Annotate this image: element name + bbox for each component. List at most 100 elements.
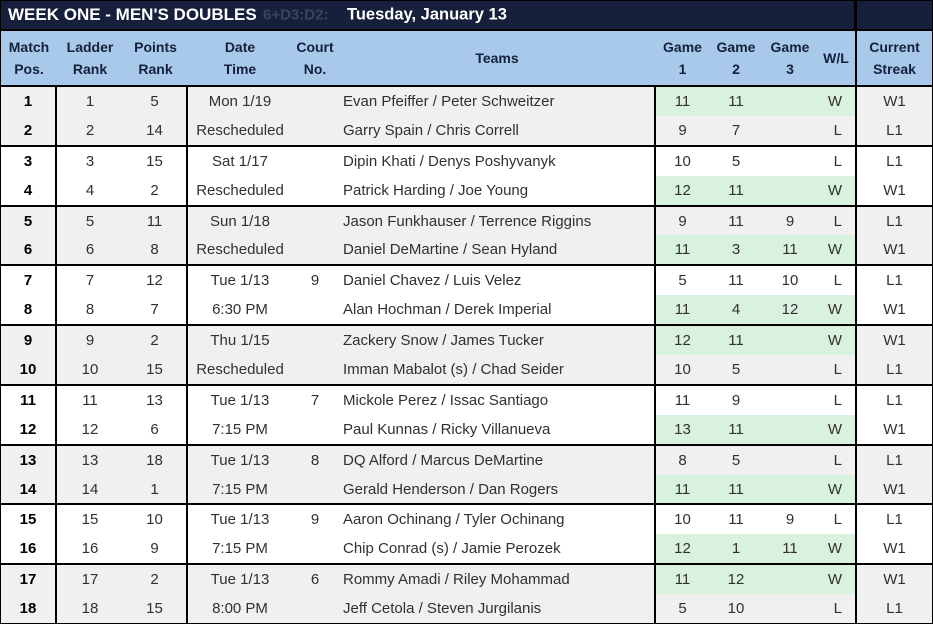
court-no-cell[interactable]: 7: [310, 391, 320, 409]
win-loss-cell[interactable]: W: [817, 474, 857, 504]
game3-score-cell[interactable]: [763, 386, 817, 415]
game1-score-cell[interactable]: 10: [674, 511, 691, 529]
teams-cell[interactable]: Patrick Harding / Joe Young: [338, 175, 656, 205]
current-streak-cell[interactable]: W1: [883, 181, 906, 199]
points-rank-cell[interactable]: 7: [123, 295, 188, 325]
match-pos-cell[interactable]: 15: [1, 505, 57, 535]
game2-score-cell[interactable]: 11: [728, 511, 744, 529]
ladder-rank-cell[interactable]: 16: [81, 540, 99, 558]
col-header-g3[interactable]: Game 3: [763, 31, 817, 85]
ladder-rank-cell[interactable]: 11: [82, 391, 98, 409]
points-rank-cell[interactable]: 2: [123, 175, 188, 205]
current-streak-cell[interactable]: W1: [883, 92, 906, 110]
col-header-wl[interactable]: W/L: [817, 31, 857, 85]
match-pos-cell[interactable]: 17: [1, 565, 57, 595]
game1-score-cell[interactable]: 10: [674, 360, 691, 378]
game1-score-cell[interactable]: 9: [678, 121, 687, 139]
game1-score-cell[interactable]: 9: [678, 212, 687, 230]
date-time-cell[interactable]: Sat 1/17: [212, 152, 268, 170]
game2-score-cell[interactable]: 11: [728, 272, 744, 290]
game2-score-cell[interactable]: 10: [727, 600, 745, 618]
ladder-rank-cell[interactable]: 8: [85, 301, 95, 319]
game3-score-cell[interactable]: 11: [763, 235, 817, 265]
win-loss-cell[interactable]: L: [817, 115, 857, 145]
game2-score-cell[interactable]: 11: [709, 175, 763, 205]
points-rank-cell[interactable]: 15: [123, 594, 188, 624]
court-no-cell[interactable]: 9: [310, 272, 320, 290]
date-time-cell[interactable]: Tue 1/13: [210, 272, 270, 290]
court-no-cell[interactable]: [292, 295, 338, 324]
game1-score-cell[interactable]: 5: [678, 600, 687, 618]
points-rank-cell[interactable]: 2: [123, 326, 188, 356]
court-no-cell[interactable]: [292, 415, 338, 444]
col-header-g2[interactable]: Game 2: [709, 31, 763, 85]
ladder-rank-cell[interactable]: 15: [81, 511, 99, 529]
col-header-ladder[interactable]: Ladder Rank: [57, 31, 123, 85]
win-loss-cell[interactable]: L: [817, 206, 857, 236]
ladder-rank-cell[interactable]: 10: [81, 360, 99, 378]
game1-score-cell[interactable]: 11: [656, 474, 709, 504]
col-header-court[interactable]: Court No.: [292, 31, 338, 85]
win-loss-cell[interactable]: W: [817, 414, 857, 444]
game1-score-cell[interactable]: 5: [678, 272, 687, 290]
teams-cell[interactable]: DQ Alford / Marcus DeMartine: [338, 445, 656, 475]
court-no-cell[interactable]: 6: [310, 571, 320, 589]
win-loss-cell[interactable]: W: [817, 175, 857, 205]
teams-cell[interactable]: Aaron Ochinang / Tyler Ochinang: [338, 505, 656, 535]
col-header-g1[interactable]: Game 1: [656, 31, 709, 85]
current-streak-cell[interactable]: W1: [883, 420, 906, 438]
game3-score-cell[interactable]: [763, 446, 817, 475]
col-header-pos[interactable]: Match Pos.: [1, 31, 57, 85]
teams-cell[interactable]: Rommy Amadi / Riley Mohammad: [338, 565, 656, 595]
date-time-cell[interactable]: Tue 1/13: [210, 451, 270, 469]
date-time-cell[interactable]: Tue 1/13: [210, 511, 270, 529]
teams-cell[interactable]: Jeff Cetola / Steven Jurgilanis: [338, 594, 656, 624]
current-streak-cell[interactable]: W1: [883, 332, 906, 350]
court-no-cell[interactable]: [292, 475, 338, 504]
current-streak-cell[interactable]: L1: [886, 121, 903, 139]
game2-score-cell[interactable]: 11: [709, 87, 763, 116]
game3-score-cell[interactable]: 9: [785, 511, 795, 529]
court-no-cell[interactable]: [292, 147, 338, 176]
teams-cell[interactable]: Chip Conrad (s) / Jamie Perozek: [338, 534, 656, 564]
date-time-cell[interactable]: Rescheduled: [196, 360, 284, 378]
match-pos-cell[interactable]: 3: [1, 146, 57, 176]
ladder-rank-cell[interactable]: 5: [85, 212, 95, 230]
match-pos-cell[interactable]: 18: [1, 594, 57, 624]
points-rank-cell[interactable]: 10: [123, 505, 188, 535]
game3-score-cell[interactable]: 12: [763, 295, 817, 325]
teams-cell[interactable]: Imman Mabalot (s) / Chad Seider: [338, 355, 656, 384]
game1-score-cell[interactable]: 11: [656, 295, 709, 325]
game3-score-cell[interactable]: [763, 175, 817, 205]
date-time-cell[interactable]: Tue 1/13: [210, 391, 270, 409]
game1-score-cell[interactable]: 11: [656, 235, 709, 265]
win-loss-cell[interactable]: W: [817, 326, 857, 356]
date-time-cell[interactable]: 7:15 PM: [212, 540, 268, 558]
win-loss-cell[interactable]: W: [817, 565, 857, 595]
points-rank-cell[interactable]: 2: [123, 565, 188, 595]
game3-score-cell[interactable]: [763, 116, 817, 145]
game1-score-cell[interactable]: 8: [678, 451, 687, 469]
match-pos-cell[interactable]: 2: [1, 115, 57, 145]
game1-score-cell[interactable]: 12: [656, 175, 709, 205]
current-streak-cell[interactable]: W1: [883, 301, 906, 319]
points-rank-cell[interactable]: 8: [123, 235, 188, 265]
date-time-cell[interactable]: Mon 1/19: [208, 92, 272, 110]
game3-score-cell[interactable]: [763, 565, 817, 595]
game2-score-cell[interactable]: 11: [728, 212, 744, 230]
game2-score-cell[interactable]: 1: [709, 534, 763, 564]
game2-score-cell[interactable]: 11: [709, 474, 763, 504]
ladder-rank-cell[interactable]: 2: [85, 121, 95, 139]
ladder-rank-cell[interactable]: 14: [81, 480, 99, 498]
match-pos-cell[interactable]: 9: [1, 326, 57, 356]
court-no-cell[interactable]: [292, 534, 338, 563]
ladder-rank-cell[interactable]: 12: [81, 420, 99, 438]
match-pos-cell[interactable]: 4: [1, 175, 57, 205]
game1-score-cell[interactable]: 12: [656, 326, 709, 356]
win-loss-cell[interactable]: W: [817, 534, 857, 564]
win-loss-cell[interactable]: L: [817, 266, 857, 296]
date-time-cell[interactable]: Sun 1/18: [209, 212, 271, 230]
points-rank-cell[interactable]: 6: [123, 414, 188, 444]
date-time-cell[interactable]: Rescheduled: [196, 121, 284, 139]
current-streak-cell[interactable]: L1: [886, 272, 903, 290]
